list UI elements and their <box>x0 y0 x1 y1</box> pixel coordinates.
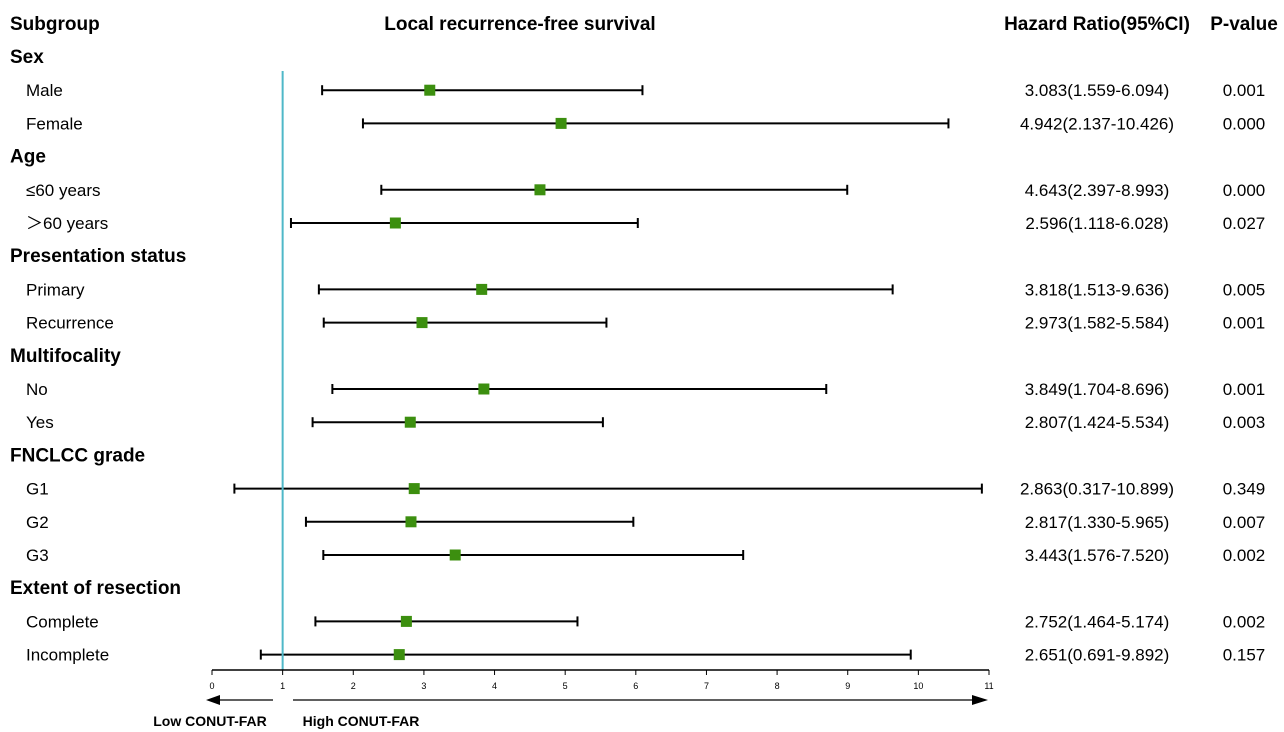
subgroup-label: ≤60 years <box>26 181 101 200</box>
tick-label: 1 <box>280 681 285 691</box>
tick-label: 2 <box>351 681 356 691</box>
p-value-header: P-value <box>1210 14 1278 35</box>
hr-point <box>416 317 428 329</box>
hr-point <box>408 483 420 495</box>
hr-value: 3.083(1.559-6.094) <box>1025 81 1170 100</box>
p-value: 0.000 <box>1223 181 1266 200</box>
x-axis: 0 1 2 3 4 5 6 7 8 9 10 11 <box>209 669 994 691</box>
tick-label: 6 <box>633 681 638 691</box>
high-conut-far-label: High CONUT-FAR <box>303 713 420 729</box>
tick-label: 0 <box>209 681 214 691</box>
hr-value: 4.643(2.397-8.993) <box>1025 181 1170 200</box>
subgroup-label: Yes <box>26 413 54 432</box>
p-value: 0.001 <box>1223 81 1266 100</box>
group-label: Presentation status <box>10 246 186 267</box>
tick-label: 4 <box>492 681 497 691</box>
subgroup-label: No <box>26 380 48 399</box>
direction-arrows <box>206 695 988 705</box>
subgroup-label: G1 <box>26 480 49 499</box>
group-label: Age <box>10 147 46 168</box>
subgroup-label: Complete <box>26 612 99 631</box>
p-value: 0.001 <box>1223 314 1266 333</box>
subgroup-label: Male <box>26 81 63 100</box>
hr-point <box>555 117 567 129</box>
hr-value: 3.443(1.576-7.520) <box>1025 546 1170 565</box>
hr-point <box>400 615 412 627</box>
hr-value: 3.818(1.513-9.636) <box>1025 280 1170 299</box>
p-value: 0.001 <box>1223 380 1266 399</box>
low-conut-far-label: Low CONUT-FAR <box>153 713 267 729</box>
hr-point <box>449 549 461 561</box>
hr-value: 2.752(1.464-5.174) <box>1025 612 1170 631</box>
hr-point <box>476 283 488 295</box>
hr-value: 2.651(0.691-9.892) <box>1025 646 1170 665</box>
hr-value: 2.973(1.582-5.584) <box>1025 314 1170 333</box>
subgroup-label: Recurrence <box>26 314 114 333</box>
subgroup-header: Subgroup <box>10 14 100 35</box>
p-value: 0.002 <box>1223 546 1266 565</box>
tick-label: 11 <box>984 681 993 691</box>
group-label: Sex <box>10 47 44 68</box>
subgroup-label: Primary <box>26 280 85 299</box>
hr-point <box>424 84 436 96</box>
hr-point <box>393 649 405 661</box>
hr-point <box>534 184 546 196</box>
p-value: 0.349 <box>1223 480 1266 499</box>
hr-point <box>389 217 401 229</box>
hr-point <box>478 383 490 395</box>
tick-label: 8 <box>775 681 780 691</box>
hr-value: 2.817(1.330-5.965) <box>1025 513 1170 532</box>
p-value: 0.007 <box>1223 513 1266 532</box>
tick-label: 5 <box>563 681 568 691</box>
forest-rows: Sex Male 3.083(1.559-6.094) 0.001 Female 4.94… <box>10 47 1265 665</box>
hr-value: 2.596(1.118-6.028) <box>1025 214 1168 233</box>
hr-value: 3.849(1.704-8.696) <box>1025 380 1170 399</box>
tick-label: 9 <box>845 681 850 691</box>
subgroup-label: G2 <box>26 513 49 532</box>
subgroup-label: ＞60 years <box>26 214 108 233</box>
right-arrow-head <box>972 695 988 705</box>
subgroup-label: Incomplete <box>26 646 109 665</box>
group-label: FNCLCC grade <box>10 445 145 466</box>
left-arrow-head <box>206 695 220 705</box>
hr-point <box>404 416 416 428</box>
p-value: 0.003 <box>1223 413 1266 432</box>
subgroup-label: Female <box>26 114 83 133</box>
hr-value: 2.807(1.424-5.534) <box>1025 413 1170 432</box>
tick-label: 7 <box>704 681 709 691</box>
p-value: 0.002 <box>1223 612 1266 631</box>
hr-point <box>405 516 417 528</box>
hr-value: 2.863(0.317-10.899) <box>1020 480 1174 499</box>
p-value: 0.027 <box>1223 214 1266 233</box>
group-label: Extent of resection <box>10 578 181 599</box>
subgroup-label: G3 <box>26 546 49 565</box>
group-label: Multifocality <box>10 346 121 367</box>
p-value: 0.157 <box>1223 646 1266 665</box>
p-value: 0.005 <box>1223 280 1266 299</box>
hr-header: Hazard Ratio(95%CI) <box>1004 14 1190 35</box>
p-value: 0.000 <box>1223 114 1266 133</box>
tick-label: 3 <box>421 681 426 691</box>
tick-label: 10 <box>913 681 923 691</box>
plot-title: Local recurrence-free survival <box>384 14 655 35</box>
hr-value: 4.942(2.137-10.426) <box>1020 114 1174 133</box>
